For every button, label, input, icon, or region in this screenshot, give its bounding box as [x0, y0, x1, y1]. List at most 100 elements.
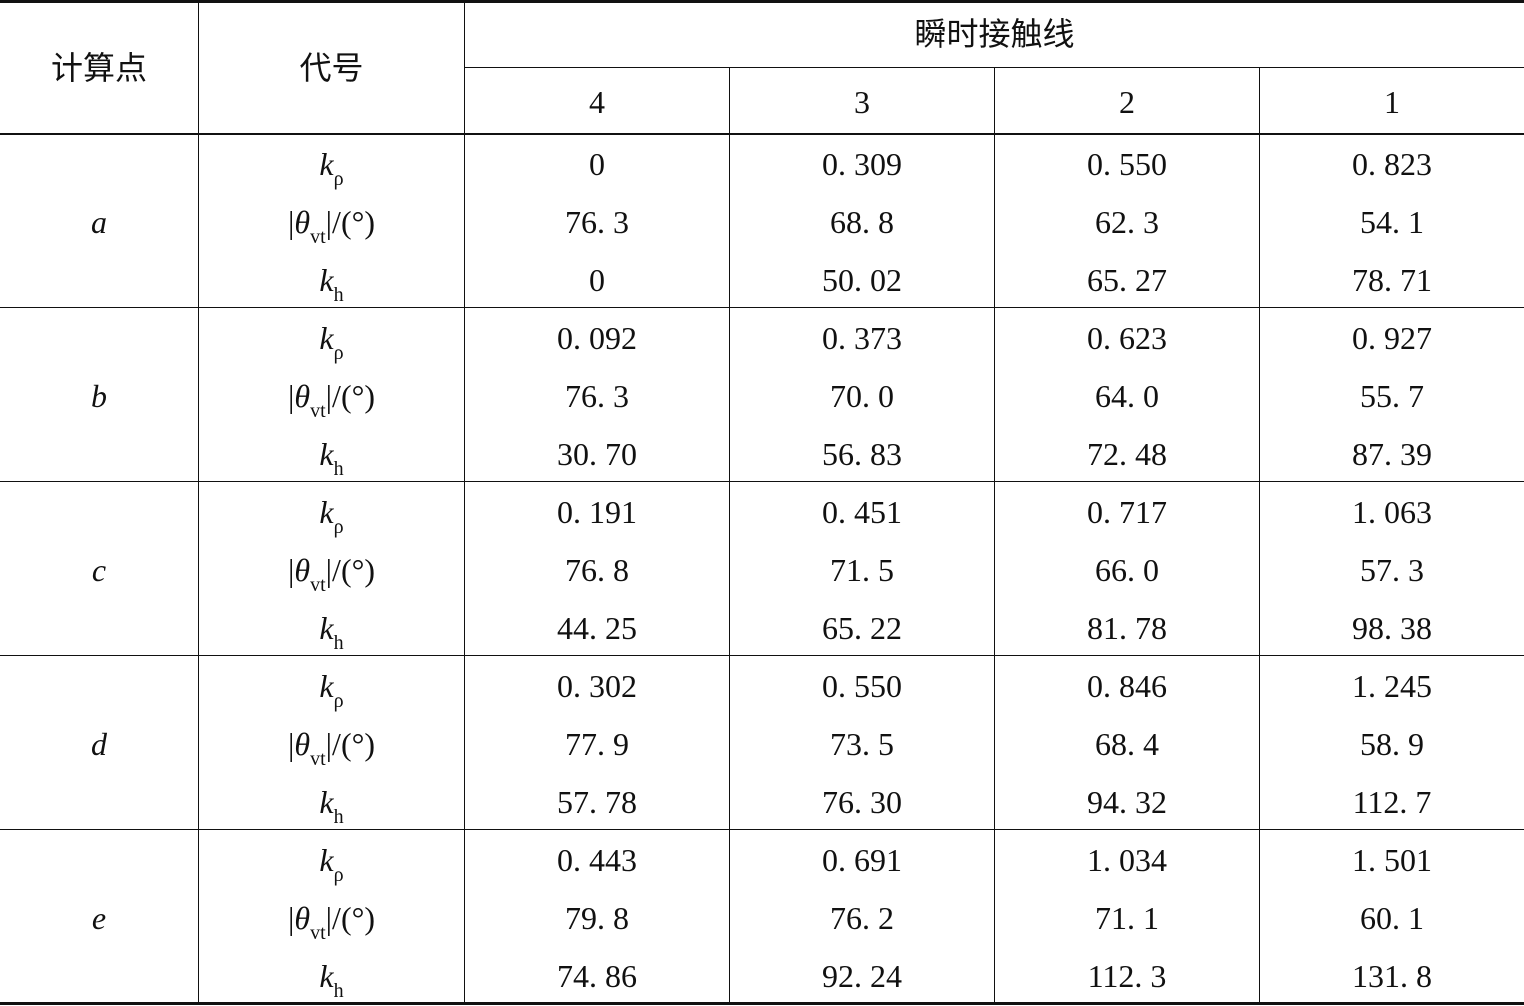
- table-cell: 30. 70: [557, 436, 637, 472]
- table-cell: 0. 691: [822, 842, 902, 878]
- k-rho-symbol: kρ: [199, 496, 464, 537]
- group-rule-ab: [0, 307, 1524, 308]
- table-cell: 64. 0: [1095, 378, 1159, 414]
- k-glyph: k: [319, 146, 334, 182]
- subscript: vt: [310, 748, 326, 770]
- subscript: vt: [310, 574, 326, 596]
- calc-point-label: e: [91, 900, 107, 936]
- table-cell: 58. 9: [1360, 726, 1424, 762]
- table-cell: 0. 092: [557, 320, 637, 356]
- table-cell: 76. 30: [822, 784, 902, 820]
- table-cell: 66. 0: [1095, 552, 1159, 588]
- table-cell: 54. 1: [1360, 204, 1424, 240]
- table-cell: 92. 24: [822, 958, 902, 994]
- subscript: h: [333, 980, 344, 1002]
- table-cell: 0. 846: [1087, 668, 1167, 704]
- table-cell: 0. 623: [1087, 320, 1167, 356]
- k-glyph: k: [319, 610, 334, 646]
- abs-bar-left: |: [287, 378, 295, 414]
- table-cell: 76. 2: [830, 900, 894, 936]
- calc-point-label: a: [91, 204, 107, 240]
- theta-glyph: θ: [294, 378, 311, 414]
- header-line-1: 1: [1384, 84, 1400, 120]
- subscript: ρ: [333, 168, 344, 190]
- table-cell: 1. 245: [1352, 668, 1432, 704]
- header-point: 计算点: [50, 50, 147, 86]
- theta-glyph: θ: [294, 900, 311, 936]
- k-rho-symbol: kρ: [199, 844, 464, 885]
- k-glyph: k: [319, 958, 334, 994]
- table-cell: 65. 27: [1087, 262, 1167, 298]
- table-cell: 98. 38: [1352, 610, 1432, 646]
- abs-bar-left: |: [287, 900, 295, 936]
- group-rule-cd: [0, 655, 1524, 656]
- table-cell: 73. 5: [830, 726, 894, 762]
- table-cell: 0: [589, 146, 605, 182]
- abs-bar-left: |: [287, 204, 295, 240]
- k-h-symbol: kh: [199, 262, 464, 305]
- table-cell: 87. 39: [1352, 436, 1432, 472]
- table-cell: 0. 443: [557, 842, 637, 878]
- group-rule-de: [0, 829, 1524, 830]
- subscript: ρ: [333, 864, 344, 886]
- table-cell: 0. 927: [1352, 320, 1432, 356]
- table-cell: 74. 86: [557, 958, 637, 994]
- subscript: vt: [310, 400, 326, 422]
- table-cell: 1. 034: [1087, 842, 1167, 878]
- table-cell: 0. 550: [1087, 146, 1167, 182]
- table-cell: 76. 3: [565, 378, 629, 414]
- bottom-rule: [0, 1002, 1524, 1005]
- calc-point-label: c: [91, 552, 107, 588]
- header-code: 代号: [299, 50, 364, 86]
- table-cell: 0. 373: [822, 320, 902, 356]
- unit-suffix: |/(°): [325, 726, 376, 762]
- abs-bar-left: |: [287, 552, 295, 588]
- subscript: ρ: [333, 690, 344, 712]
- theta-vt-symbol: |θvt|/(°): [199, 552, 464, 595]
- table-cell: 44. 25: [557, 610, 637, 646]
- col-rule-1: [198, 0, 199, 1005]
- abs-bar-left: |: [287, 726, 295, 762]
- header-line-3: 3: [854, 84, 870, 120]
- k-h-symbol: kh: [199, 958, 464, 1001]
- top-rule: [0, 0, 1524, 3]
- theta-vt-symbol: |θvt|/(°): [199, 726, 464, 769]
- col-rule-3: [729, 67, 730, 1005]
- header-bottom-rule: [0, 133, 1524, 135]
- table-cell: 76. 3: [565, 204, 629, 240]
- table-cell: 70. 0: [830, 378, 894, 414]
- subscript: h: [333, 632, 344, 654]
- table-cell: 71. 1: [1095, 900, 1159, 936]
- subscript: vt: [310, 922, 326, 944]
- unit-suffix: |/(°): [325, 552, 376, 588]
- calc-point-label: b: [91, 378, 107, 414]
- k-rho-symbol: kρ: [199, 322, 464, 363]
- table-cell: 72. 48: [1087, 436, 1167, 472]
- table-cell: 77. 9: [565, 726, 629, 762]
- subscript: h: [333, 458, 344, 480]
- table-cell: 0. 302: [557, 668, 637, 704]
- table-cell: 0. 717: [1087, 494, 1167, 530]
- table-cell: 62. 3: [1095, 204, 1159, 240]
- table-cell: 0. 191: [557, 494, 637, 530]
- k-glyph: k: [319, 668, 334, 704]
- table-cell: 76. 8: [565, 552, 629, 588]
- header-contact-line: 瞬时接触线: [914, 16, 1075, 52]
- table-cell: 0. 309: [822, 146, 902, 182]
- col-rule-2: [464, 0, 465, 1005]
- table-cell: 57. 78: [557, 784, 637, 820]
- group-rule-bc: [0, 481, 1524, 482]
- k-h-symbol: kh: [199, 610, 464, 653]
- subscript: ρ: [333, 342, 344, 364]
- k-glyph: k: [319, 262, 334, 298]
- k-h-symbol: kh: [199, 786, 464, 827]
- table-cell: 94. 32: [1087, 784, 1167, 820]
- theta-vt-symbol: |θvt|/(°): [199, 204, 464, 247]
- unit-suffix: |/(°): [325, 204, 376, 240]
- table-cell: 60. 1: [1360, 900, 1424, 936]
- table-cell: 131. 8: [1352, 958, 1432, 994]
- subscript: vt: [310, 226, 326, 248]
- k-glyph: k: [319, 436, 334, 472]
- unit-suffix: |/(°): [325, 900, 376, 936]
- theta-glyph: θ: [294, 726, 311, 762]
